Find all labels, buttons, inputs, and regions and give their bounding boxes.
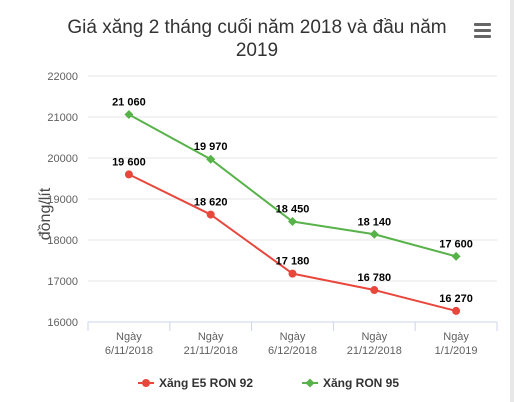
y-tick-label: 20000 [47, 153, 78, 165]
data-label: 18 140 [357, 216, 391, 228]
chart-title-line: 2019 [236, 40, 278, 61]
data-point[interactable] [206, 210, 215, 219]
legend-label: Xăng E5 RON 92 [159, 376, 253, 390]
data-point[interactable] [452, 306, 461, 315]
x-tick-label: Ngày 6/11/2018 [105, 331, 153, 357]
data-label: 18 450 [276, 204, 310, 216]
x-tick-label: Ngày 21/12/2018 [347, 331, 402, 357]
x-tick-label: Ngày 6/12/2018 [268, 331, 317, 357]
data-label: 21 060 [112, 97, 146, 109]
data-label: 19 970 [194, 141, 228, 153]
data-point[interactable] [288, 269, 297, 278]
legend-item[interactable]: Xăng E5 RON 92 [138, 376, 253, 390]
data-label: 17 180 [276, 256, 310, 268]
y-axis-ticks: 16000 17000 18000 19000 20000 21000 22000 [47, 71, 78, 329]
series: 19 600 18 620 17 180 16 780 16 270 21 060 19 9… [112, 97, 473, 315]
y-axis-label: đồng/lít [37, 187, 54, 240]
y-tick-label: 21000 [47, 112, 78, 124]
data-point[interactable] [370, 286, 379, 295]
data-point[interactable] [451, 251, 461, 261]
series-line [128, 113, 457, 258]
x-tick-label: Ngày 21/11/2018 [184, 331, 238, 357]
legend-label: Xăng RON 95 [323, 376, 399, 390]
data-label: 19 600 [112, 156, 146, 168]
chart-title-line: Giá xăng 2 tháng cuối năm 2018 và đầu nă… [67, 17, 446, 38]
menu-icon[interactable] [470, 18, 495, 43]
scrollbar-edge [510, 0, 514, 402]
data-label: 16 270 [439, 293, 473, 305]
data-point[interactable] [288, 217, 297, 227]
legend-item[interactable]: Xăng RON 95 [302, 376, 399, 390]
x-axis: Ngày 6/11/2018 Ngày 21/11/2018 Ngày 6/12/2018… [87, 321, 498, 357]
y-tick-label: 19000 [47, 194, 78, 206]
y-tick-label: 16000 [47, 317, 78, 329]
data-label: 17 600 [439, 238, 473, 250]
series-1: 19 600 18 620 17 180 16 780 16 270 [112, 156, 473, 315]
data-point[interactable] [124, 110, 134, 120]
x-tick-label: Ngày 1/1/2019 [435, 331, 478, 357]
y-tick-label: 17000 [47, 276, 78, 288]
data-point[interactable] [124, 170, 133, 179]
data-label: 18 620 [194, 197, 228, 209]
data-point[interactable] [369, 229, 379, 239]
legend-marker [305, 378, 315, 388]
y-tick-label: 22000 [47, 71, 78, 83]
series-2: 21 060 19 970 18 450 18 140 17 600 [112, 97, 473, 261]
grid-lines [88, 75, 497, 323]
data-point[interactable] [206, 154, 216, 164]
y-tick-label: 18000 [47, 235, 78, 247]
chart-title: Giá xăng 2 tháng cuối năm 2018 và đầu nă… [67, 17, 446, 61]
legend: Xăng E5 RON 92 Xăng RON 95 [138, 376, 399, 390]
data-label: 16 780 [357, 272, 391, 284]
legend-marker [142, 379, 150, 387]
